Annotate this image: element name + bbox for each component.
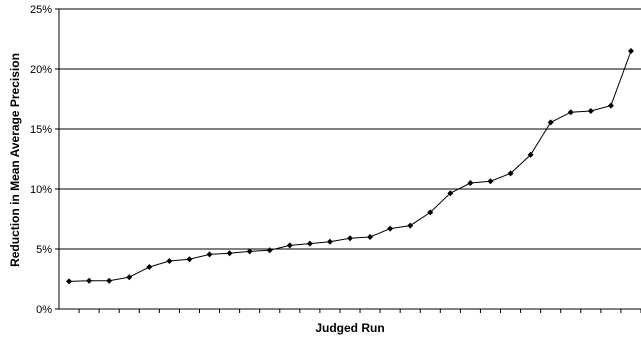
data-point xyxy=(487,178,494,185)
data-point xyxy=(86,277,93,284)
gridlines xyxy=(59,8,641,250)
data-point xyxy=(166,258,173,264)
data-point xyxy=(507,170,514,177)
data-point xyxy=(146,264,153,270)
y-tick-label: 0% xyxy=(36,304,52,316)
series-line xyxy=(68,50,632,282)
data-point xyxy=(66,278,73,285)
y-tick-label: 25% xyxy=(30,4,52,16)
data-point xyxy=(286,242,293,249)
data-point xyxy=(607,102,614,109)
data-point xyxy=(306,240,313,247)
y-tick-label: 20% xyxy=(30,64,52,76)
data-point xyxy=(186,256,193,263)
data-point xyxy=(106,277,113,284)
data-point xyxy=(226,250,233,257)
y-tick-label: 15% xyxy=(30,124,52,136)
y-axis-ticks xyxy=(55,8,59,310)
y-tick-label: 5% xyxy=(36,244,52,256)
data-point xyxy=(627,48,634,54)
data-point xyxy=(407,222,414,229)
axes xyxy=(58,9,641,310)
data-point xyxy=(527,151,534,158)
data-point xyxy=(587,108,594,114)
data-point xyxy=(347,235,353,242)
data-point xyxy=(367,234,374,240)
data-point xyxy=(266,247,273,254)
x-axis-ticks xyxy=(78,309,641,313)
data-point xyxy=(447,190,454,197)
series-group xyxy=(66,48,634,285)
y-axis-label: Reduction in Mean Average Precision xyxy=(8,53,22,267)
data-point xyxy=(567,109,574,116)
data-point xyxy=(246,248,253,255)
data-point xyxy=(206,251,213,258)
data-point xyxy=(326,238,333,245)
y-tick-label: 10% xyxy=(30,184,52,196)
x-axis-label: Judged Run xyxy=(315,321,384,335)
data-point xyxy=(387,225,394,232)
data-point xyxy=(427,209,434,216)
y-axis-tick-labels: 0% 5% 10% 15% 20% 25% xyxy=(30,4,52,316)
data-point xyxy=(467,180,474,186)
data-point xyxy=(126,274,133,281)
data-point xyxy=(547,119,554,126)
